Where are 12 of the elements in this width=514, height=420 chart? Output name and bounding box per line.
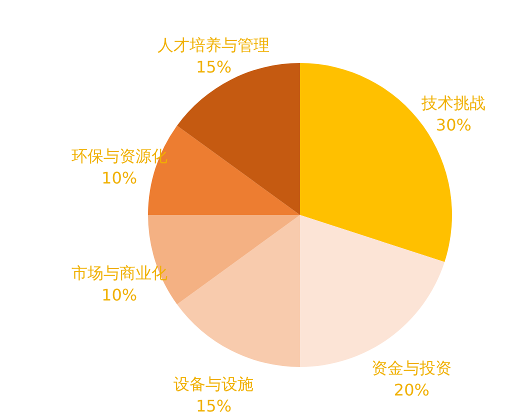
data-label: 15% — [196, 396, 232, 416]
data-label: 30% — [436, 115, 472, 134]
slice-label: 资金与投资 — [372, 358, 452, 378]
data-label: 10% — [102, 286, 138, 305]
data-label: 10% — [102, 168, 138, 188]
slice-label: 设备与设施 — [174, 374, 254, 394]
slice-label: 市场与商业化 — [71, 264, 168, 283]
slice-label: 技术挑战 — [420, 93, 486, 112]
pie-slice — [177, 215, 300, 367]
data-label: 20% — [394, 380, 430, 400]
slice-label: 人才培养与管理 — [158, 36, 270, 55]
data-label: 15% — [196, 58, 232, 77]
